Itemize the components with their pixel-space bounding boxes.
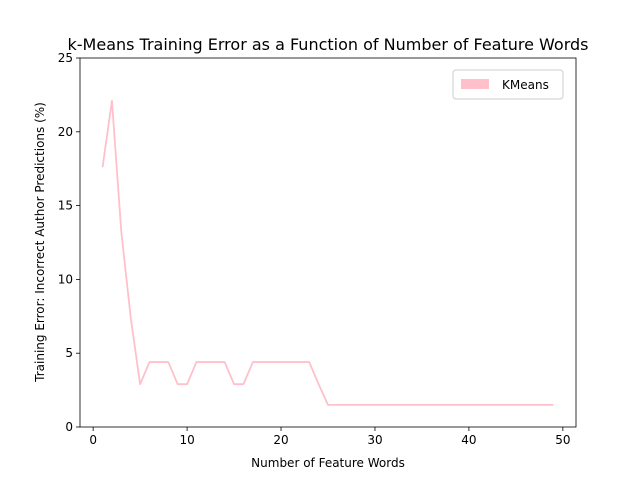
series-line-kmeans: [101, 99, 554, 406]
y-tick-label-0: 0: [65, 420, 73, 434]
x-tick-label-40: 40: [461, 433, 476, 447]
y-tick-label-20: 20: [58, 125, 73, 139]
x-tick-label-10: 10: [179, 433, 194, 447]
y-tick-label-5: 5: [65, 346, 73, 360]
y-axis-label: Training Error: Incorrect Author Predict…: [33, 102, 47, 383]
legend-swatch: [461, 79, 489, 89]
y-tick-label-10: 10: [58, 272, 73, 286]
x-axis-label: Number of Feature Words: [251, 456, 405, 470]
legend-frame: [452, 69, 564, 100]
y-tick-label-25: 25: [58, 51, 73, 65]
y-tick-label-15: 15: [58, 199, 73, 213]
x-tick-label-50: 50: [555, 433, 570, 447]
y-axis: 0 5 10 15 20 25: [58, 51, 80, 434]
x-axis: 0 10 20 30 40 50: [89, 427, 570, 447]
legend-label-kmeans: KMeans: [502, 78, 549, 92]
x-tick-label-0: 0: [89, 433, 97, 447]
chart-title: k-Means Training Error as a Function of …: [68, 35, 589, 54]
legend: KMeans: [452, 69, 564, 100]
x-tick-label-20: 20: [273, 433, 288, 447]
x-tick-label-30: 30: [367, 433, 382, 447]
plot-area: [79, 57, 577, 428]
axes-frame: [79, 57, 577, 428]
